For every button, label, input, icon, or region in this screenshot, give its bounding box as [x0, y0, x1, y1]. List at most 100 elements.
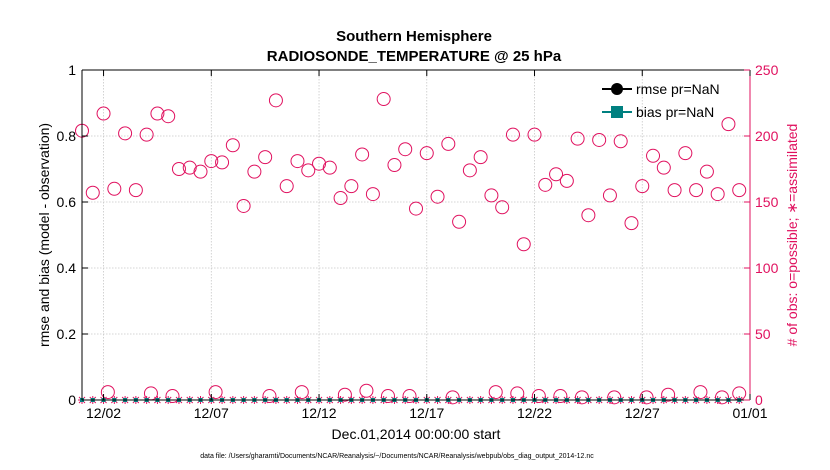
x-tick-label: 12/12 — [302, 405, 337, 421]
x-tick-label: 12/22 — [517, 405, 552, 421]
y-left-axis-label: rmse and bias (model - observation) — [36, 123, 52, 347]
obs-possible-marker — [495, 200, 510, 215]
obs-possible-marker — [387, 158, 402, 173]
obs-possible-marker — [710, 187, 725, 202]
obs-possible-marker — [96, 106, 111, 121]
grid — [82, 70, 751, 400]
y-right-axis-ticks: 0 50 100 150 200 250 — [744, 62, 779, 408]
obs-possible-marker — [150, 106, 165, 121]
plot-area — [82, 70, 750, 400]
obs-possible-marker — [247, 164, 262, 179]
obs-possible-marker — [473, 150, 488, 165]
x-tick-label: 12/17 — [409, 405, 444, 421]
obs-possible-marker — [398, 142, 413, 157]
obs-possible-marker — [204, 154, 219, 169]
obs-possible-low-marker — [359, 383, 374, 398]
chart-title-line2: RADIOSONDE_TEMPERATURE @ 25 hPa — [267, 48, 562, 65]
y-left-tick-label: 0.6 — [57, 194, 77, 210]
obs-possible-marker — [689, 183, 704, 198]
y-left-axis-ticks: 0 0.2 0.4 0.6 0.8 1 — [57, 62, 88, 408]
legend: rmse pr=NaN bias pr=NaN — [602, 81, 720, 120]
x-tick-label: 01/01 — [732, 405, 767, 421]
obs-possible-marker — [139, 127, 154, 142]
obs-possible-marker — [182, 160, 197, 175]
x-axis-label: Dec.01,2014 00:00:00 start — [332, 426, 501, 442]
y-left-tick-label: 0.8 — [57, 128, 77, 144]
obs-possible-marker — [538, 177, 553, 192]
obs-possible-marker — [462, 163, 477, 178]
y-right-tick-label: 100 — [755, 260, 779, 276]
obs-possible-marker — [322, 160, 337, 175]
obs-possible-marker — [193, 164, 208, 179]
obs-possible-marker — [624, 216, 639, 231]
x-tick-label: 12/07 — [194, 405, 229, 421]
y-right-axis-label: # of obs: o=possible; ∗=assimilated — [784, 124, 800, 347]
obs-possible-low-marker — [100, 385, 115, 400]
obs-possible-low-marker — [208, 385, 223, 400]
obs-possible-low-marker — [294, 385, 309, 400]
obs-possible-marker — [667, 183, 682, 198]
obs-possible-marker — [118, 126, 133, 141]
y-right-tick-label: 0 — [755, 392, 763, 408]
obs-possible-marker — [441, 136, 456, 151]
obs-possible-marker — [452, 214, 467, 229]
obs-possible-marker — [161, 109, 176, 124]
obs-possible-low-marker — [488, 385, 503, 400]
obs-possible-marker — [419, 146, 434, 161]
obs-possible-marker — [516, 237, 531, 252]
obs-possible-low-marker — [337, 387, 352, 402]
x-axis-ticks: 12/02 12/07 12/12 12/17 12/22 12/27 01/01 — [86, 70, 768, 421]
y-left-tick-label: 1 — [68, 62, 76, 78]
obs-possible-marker — [602, 188, 617, 203]
obs-possible-marker — [344, 179, 359, 194]
obs-possible-marker — [171, 162, 186, 176]
obs-possible-marker — [215, 155, 230, 170]
y-right-tick-label: 50 — [755, 326, 771, 342]
obs-possible-marker — [527, 127, 542, 142]
obs-possible-marker — [721, 117, 736, 132]
x-tick-label: 12/27 — [625, 405, 660, 421]
obs-possible-marker — [656, 160, 671, 175]
obs-possible-marker — [732, 183, 747, 198]
obs-possible-marker — [570, 131, 585, 146]
obs-possible-marker — [225, 138, 240, 153]
obs-possible-marker — [613, 134, 628, 149]
obs-possible-marker — [505, 127, 520, 142]
obs-possible-marker — [236, 198, 251, 213]
obs-possible-marker — [268, 93, 283, 108]
obs-possible-marker — [258, 150, 273, 165]
obs-possible-marker — [635, 179, 650, 194]
obs-possible-marker — [376, 92, 391, 107]
obs-possible-marker — [333, 191, 348, 206]
obs-possible-marker — [365, 187, 380, 202]
obs-possible-marker — [355, 147, 370, 162]
x-tick-label: 12/02 — [86, 405, 121, 421]
obs-possible-low-marker — [661, 387, 676, 402]
obs-possible-marker — [592, 132, 607, 147]
obs-possible-marker — [107, 181, 122, 196]
y-left-tick-label: 0 — [68, 392, 76, 408]
obs-possible-marker — [678, 146, 693, 161]
y-left-tick-label: 0.4 — [57, 260, 77, 276]
legend-rmse-label: rmse pr=NaN — [636, 81, 720, 97]
obs-possible-marker — [430, 189, 445, 204]
y-right-tick-label: 250 — [755, 62, 779, 78]
obs-possible-marker — [409, 201, 423, 216]
legend-rmse-marker — [611, 83, 623, 95]
y-right-tick-label: 200 — [755, 128, 779, 144]
obs-possible-marker — [646, 148, 661, 163]
chart-title-line1: Southern Hemisphere — [336, 28, 492, 45]
obs-possible-marker — [549, 167, 564, 182]
legend-bias-marker — [611, 106, 623, 118]
legend-bias-label: bias pr=NaN — [636, 104, 714, 120]
y-left-tick-label: 0.2 — [57, 326, 77, 342]
obs-possible-marker — [290, 154, 305, 169]
obs-possible-marker — [581, 208, 596, 223]
y-right-tick-label: 150 — [755, 194, 779, 210]
obs-possible-marker — [699, 164, 714, 179]
obs-possible-marker — [484, 188, 499, 203]
obs-possible-marker — [128, 183, 143, 198]
obs-possible-marker — [312, 156, 327, 171]
obs-possible-marker — [279, 179, 294, 194]
